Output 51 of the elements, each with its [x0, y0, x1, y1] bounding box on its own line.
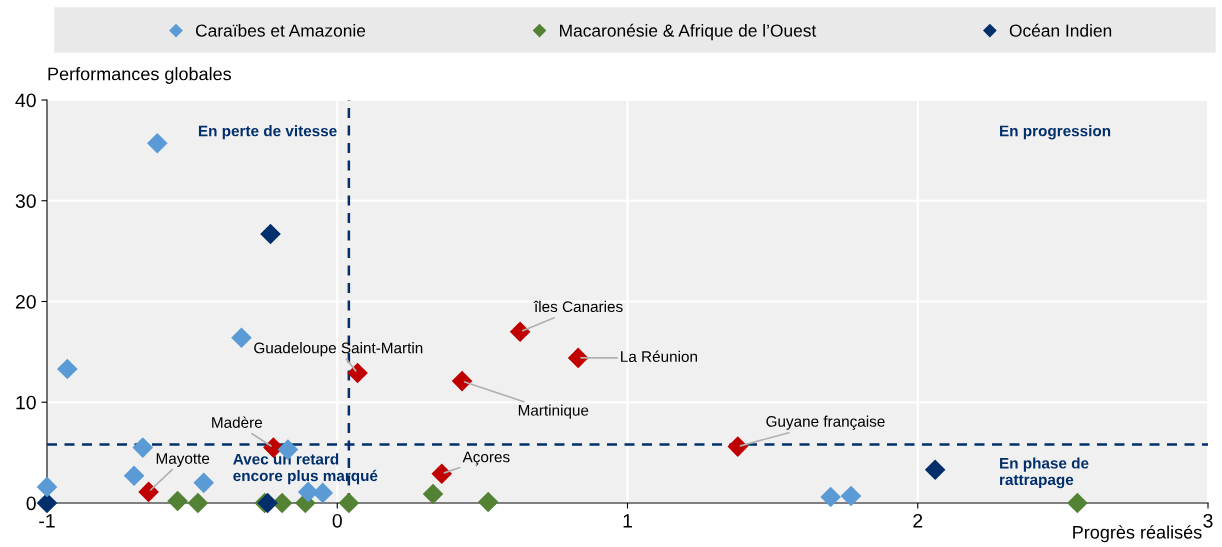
point: [36, 476, 58, 498]
point: [924, 459, 946, 481]
point: [567, 347, 589, 369]
point: [431, 463, 453, 485]
x-axis-title: Progrès réalisés: [1073, 525, 1202, 543]
annotation: En perte de vitesse: [198, 125, 337, 140]
point: [338, 492, 360, 514]
legend-label: Caraïbes et Amazonie: [195, 24, 366, 37]
point: [187, 492, 209, 514]
annotation: Guyane française: [766, 415, 885, 430]
point: [422, 483, 444, 505]
annotation: En progression: [1000, 125, 1111, 140]
point: [193, 472, 215, 494]
point: [347, 362, 368, 384]
annotation: En phase de rattrapage: [1000, 457, 1089, 489]
y-tick-label: 10: [16, 395, 36, 410]
x-tick-label: 1: [623, 514, 632, 528]
point: [451, 370, 473, 392]
point: [57, 358, 78, 380]
point: [727, 436, 749, 457]
annotation: Mayotte: [156, 453, 210, 467]
y-tick-label: 0: [26, 496, 36, 511]
legend-label: Océan Indien: [1009, 23, 1112, 37]
x-tick-label: 0: [332, 513, 342, 528]
x-tick-label: 2: [913, 513, 923, 528]
point: [36, 492, 58, 514]
point: [146, 133, 168, 154]
x-tick-label: -1: [39, 514, 55, 528]
legend-label: Macaronésie & Afrique de l’Ouest: [560, 23, 817, 41]
point: [167, 490, 188, 512]
y-axis-title: Performances globales: [48, 67, 232, 84]
x-tick-label: 3: [1203, 513, 1213, 528]
point: [840, 485, 862, 507]
point: [509, 321, 531, 343]
annotation: Açores: [462, 451, 510, 466]
point: [820, 486, 841, 508]
annotation: îles Canaries: [533, 300, 623, 313]
point: [138, 481, 159, 503]
y-tick-label: 40: [15, 93, 36, 108]
point: [1067, 492, 1088, 514]
point: [132, 437, 154, 458]
annotation: Guadeloupe Saint-Martin: [254, 342, 423, 357]
annotation: La Réunion: [621, 350, 697, 363]
point: [477, 491, 499, 513]
point: [231, 327, 252, 349]
y-tick-label: 20: [15, 294, 36, 309]
annotation: Martinique: [518, 404, 589, 419]
annotation: Madère: [212, 416, 263, 428]
point: [123, 465, 145, 487]
point: [260, 223, 281, 245]
y-tick-label: 30: [15, 194, 36, 208]
